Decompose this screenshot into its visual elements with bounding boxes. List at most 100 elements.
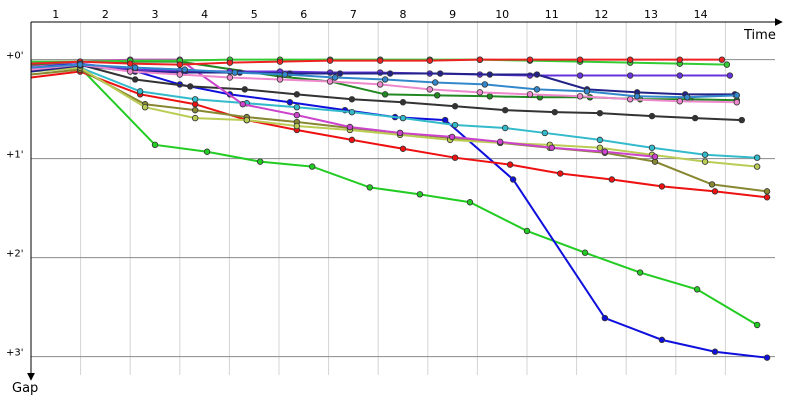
point [576, 56, 584, 63]
point [501, 106, 509, 114]
point [526, 56, 534, 63]
point [151, 141, 159, 149]
point [526, 91, 534, 98]
point [366, 184, 373, 191]
point [293, 111, 301, 119]
x-axis-label: Time [743, 28, 776, 43]
point [648, 112, 656, 120]
point [763, 354, 771, 361]
point [557, 170, 564, 177]
point [426, 86, 433, 93]
point [256, 158, 264, 165]
point [136, 88, 144, 95]
x-tick-label: 2 [102, 8, 109, 21]
point [541, 129, 549, 137]
point [226, 59, 234, 66]
point [596, 136, 604, 144]
point [651, 153, 659, 160]
point [326, 57, 334, 64]
point [576, 93, 584, 100]
plot [30, 56, 771, 361]
point [476, 89, 484, 96]
point [533, 71, 541, 78]
point [481, 81, 489, 88]
point [203, 148, 211, 155]
point [506, 161, 514, 168]
x-tick-label: 1 [52, 8, 59, 21]
point [636, 269, 644, 276]
point [708, 181, 716, 188]
point [276, 58, 284, 65]
point [396, 129, 404, 137]
point [738, 116, 745, 124]
point [753, 163, 761, 170]
point [293, 122, 301, 130]
point [551, 108, 558, 116]
point [399, 145, 407, 152]
point [141, 104, 149, 111]
point [448, 133, 456, 141]
point [596, 109, 604, 117]
y-tick-label: +0' [6, 51, 24, 62]
point [501, 124, 509, 132]
point [733, 92, 741, 99]
point [497, 138, 504, 146]
point [126, 60, 134, 67]
y-tick-label: +1' [6, 150, 24, 161]
point [331, 74, 339, 81]
x-tick-label: 13 [644, 8, 658, 21]
point [131, 64, 139, 71]
x-tick-label: 14 [694, 8, 708, 21]
point [608, 176, 616, 183]
point [451, 154, 459, 161]
point [509, 176, 517, 183]
point [711, 188, 719, 195]
point [693, 286, 701, 293]
x-tick-label: 7 [350, 8, 357, 21]
point [676, 98, 683, 105]
point [533, 86, 541, 93]
point [376, 57, 384, 64]
point [576, 72, 584, 79]
y-tick-label: +3' [6, 348, 24, 359]
point [633, 93, 641, 100]
point [718, 56, 726, 63]
point [326, 78, 334, 85]
point [753, 321, 761, 329]
point [131, 76, 139, 83]
point [726, 72, 734, 79]
point [733, 99, 741, 106]
point [486, 93, 493, 100]
point [486, 71, 493, 78]
point [336, 70, 344, 77]
y-axis-label: Gap [12, 381, 38, 396]
point [701, 151, 709, 158]
point [437, 70, 444, 77]
point [723, 61, 731, 68]
point [676, 72, 683, 79]
point [581, 249, 589, 256]
point [309, 163, 316, 170]
point [451, 103, 459, 110]
point [286, 99, 294, 106]
point [293, 91, 301, 98]
point [348, 96, 356, 103]
x-tick-label: 9 [449, 8, 456, 21]
point [416, 191, 424, 198]
point [601, 314, 609, 322]
x-tick-label: 8 [400, 8, 407, 21]
point [701, 158, 709, 165]
point [466, 199, 474, 206]
point [239, 101, 246, 108]
x-tick-label: 10 [495, 8, 509, 21]
x-tick-label: 5 [251, 8, 258, 21]
x-tick-label: 11 [545, 8, 559, 21]
point [676, 56, 683, 63]
point [658, 336, 666, 344]
x-tick-label: 3 [152, 8, 159, 21]
point [601, 148, 609, 155]
point [476, 56, 484, 63]
point [243, 116, 250, 124]
point [381, 76, 389, 83]
